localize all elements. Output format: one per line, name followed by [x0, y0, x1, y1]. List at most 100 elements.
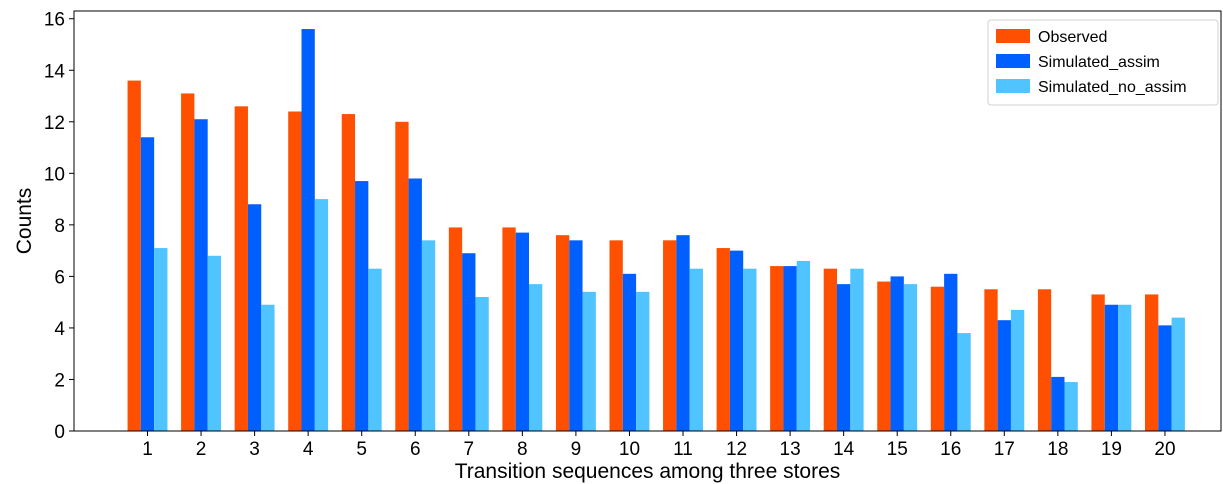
- y-axis-ticks: 0 2 4 6 8 10 12 14 16: [44, 10, 74, 443]
- legend-swatch-simulated-assim: [996, 54, 1030, 68]
- x-tick-label: 17: [994, 439, 1015, 460]
- bar-simulated-assim-18: [1051, 376, 1065, 431]
- x-tick-label: 18: [1047, 439, 1068, 460]
- bar-observed-16: [930, 286, 945, 431]
- y-axis-label: Counts: [13, 188, 36, 255]
- x-tick-label: 1: [142, 439, 153, 460]
- bar-simulated-no-assim-5: [368, 268, 382, 431]
- y-tick-label: 10: [44, 164, 65, 185]
- x-tick-label: 6: [410, 439, 421, 460]
- bars-group: [127, 29, 1185, 432]
- bar-simulated-no-assim-13: [796, 260, 811, 431]
- bar-simulated-assim-20: [1158, 325, 1172, 431]
- bar-observed-10: [609, 240, 623, 431]
- y-tick-label: 2: [54, 370, 65, 391]
- bar-simulated-no-assim-4: [314, 199, 329, 431]
- bar-observed-12: [716, 248, 730, 431]
- bar-simulated-no-assim-2: [207, 255, 221, 431]
- bar-simulated-no-assim-18: [1064, 382, 1078, 431]
- bar-simulated-no-assim-6: [421, 240, 436, 431]
- bar-simulated-no-assim-11: [689, 268, 703, 431]
- bar-simulated-assim-6: [408, 178, 422, 431]
- bar-simulated-no-assim-12: [743, 268, 757, 431]
- legend: Observed Simulated_assim Simulated_no_assi…: [987, 19, 1219, 106]
- legend-label-simulated-assim: Simulated_assim: [1038, 54, 1160, 71]
- x-tick-label: 12: [726, 439, 747, 460]
- bar-simulated-assim-1: [140, 137, 155, 431]
- bar-observed-14: [823, 268, 837, 431]
- x-tick-label: 3: [249, 439, 260, 460]
- x-tick-label: 15: [887, 439, 908, 460]
- y-tick-label: 8: [54, 216, 65, 237]
- x-tick-label: 19: [1101, 439, 1122, 460]
- bar-simulated-no-assim-7: [475, 297, 489, 431]
- bar-observed-1: [127, 80, 141, 431]
- y-tick-label: 6: [54, 267, 65, 288]
- bar-simulated-no-assim-16: [957, 333, 971, 431]
- legend-label-observed: Observed: [1038, 29, 1107, 46]
- bar-simulated-no-assim-14: [850, 268, 864, 431]
- x-tick-label: 20: [1154, 439, 1175, 460]
- bar-observed-9: [555, 235, 570, 431]
- bar-observed-7: [448, 227, 463, 431]
- y-tick-label: 14: [44, 61, 66, 82]
- x-axis-ticks: 1 2 3 4 5 6 7 8 9 10 11 12 13 14 15 16 17 18 19 20: [142, 431, 1176, 460]
- bar-simulated-assim-5: [355, 181, 369, 431]
- bar-simulated-assim-4: [301, 29, 315, 431]
- x-tick-label: 8: [517, 439, 528, 460]
- y-tick-label: 12: [44, 113, 65, 134]
- bar-observed-4: [288, 111, 302, 432]
- x-tick-label: 5: [356, 439, 367, 460]
- bar-simulated-assim-17: [997, 320, 1011, 431]
- y-tick-label: 4: [54, 319, 65, 340]
- legend-label-simulated-no-assim: Simulated_no_assim: [1038, 79, 1187, 96]
- y-tick-label: 0: [54, 422, 65, 443]
- bar-observed-17: [984, 289, 998, 431]
- legend-swatch-observed: [996, 29, 1030, 43]
- bar-simulated-assim-2: [194, 119, 208, 431]
- bar-simulated-assim-16: [944, 273, 958, 431]
- bar-observed-19: [1091, 294, 1105, 431]
- x-tick-label: 4: [303, 439, 314, 460]
- bar-observed-2: [181, 93, 195, 431]
- bar-simulated-assim-3: [247, 204, 262, 431]
- x-tick-label: 11: [673, 439, 693, 460]
- x-tick-label: 2: [196, 439, 207, 460]
- bar-simulated-assim-11: [676, 235, 690, 431]
- bar-simulated-assim-7: [462, 253, 476, 431]
- bar-observed-18: [1037, 289, 1052, 431]
- x-tick-label: 10: [619, 439, 640, 460]
- bar-simulated-assim-9: [569, 240, 583, 431]
- bar-simulated-no-assim-3: [261, 304, 275, 431]
- x-tick-label: 9: [571, 439, 582, 460]
- x-tick-label: 16: [940, 439, 961, 460]
- bar-observed-20: [1145, 294, 1159, 431]
- x-tick-label: 13: [780, 439, 801, 460]
- bar-observed-11: [663, 240, 677, 431]
- y-tick-label: 16: [44, 10, 65, 31]
- bar-observed-15: [877, 281, 891, 431]
- bar-simulated-assim-12: [729, 250, 744, 431]
- bar-simulated-no-assim-20: [1171, 317, 1185, 431]
- bar-observed-8: [502, 227, 516, 431]
- bar-simulated-no-assim-8: [529, 284, 543, 431]
- bar-simulated-no-assim-15: [903, 284, 918, 431]
- bar-simulated-no-assim-19: [1118, 304, 1132, 431]
- bar-simulated-assim-14: [837, 284, 851, 431]
- bar-simulated-assim-13: [783, 266, 797, 431]
- legend-box: [987, 19, 1219, 106]
- bar-observed-13: [770, 266, 784, 431]
- bar-simulated-assim-15: [890, 276, 904, 431]
- x-tick-label: 14: [833, 439, 855, 460]
- bar-observed-5: [341, 114, 356, 431]
- legend-swatch-simulated-no-assim: [996, 79, 1030, 93]
- plot-frame: [73, 10, 1222, 432]
- bar-simulated-no-assim-17: [1010, 309, 1025, 431]
- bar-observed-3: [234, 106, 248, 431]
- bar-simulated-assim-10: [622, 273, 637, 431]
- bar-simulated-assim-8: [515, 232, 529, 431]
- x-axis-label: Transition sequences among three stores: [455, 460, 841, 483]
- bar-simulated-assim-19: [1104, 304, 1119, 431]
- bar-observed-6: [395, 121, 409, 432]
